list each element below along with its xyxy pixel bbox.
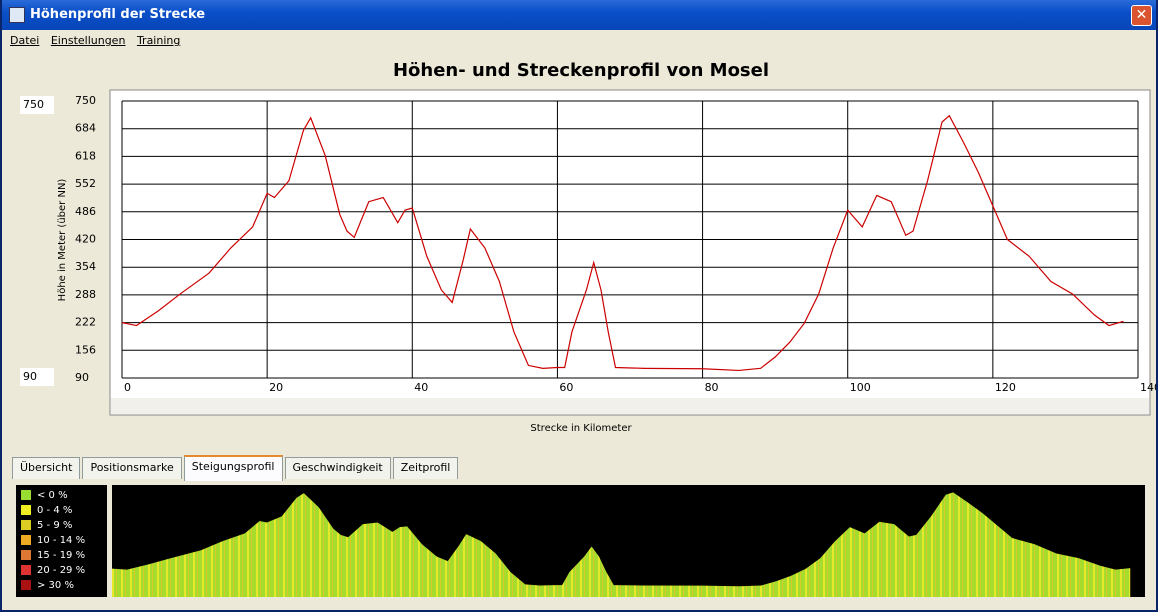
y-tick-label: 552 bbox=[75, 177, 96, 190]
x-tick-label: 40 bbox=[414, 381, 428, 394]
chart-title: Höhen- und Streckenprofil von Mosel bbox=[393, 60, 769, 81]
slope-label: 5 - 9 % bbox=[37, 520, 72, 531]
y-tick-label: 354 bbox=[75, 260, 96, 273]
chart: Höhen- und Streckenprofil von Mosel Höhe… bbox=[57, 60, 1156, 434]
slope-label: 15 - 19 % bbox=[37, 550, 85, 561]
x-tick-label: 0 bbox=[124, 381, 131, 394]
menu-item[interactable]: Datei bbox=[10, 34, 40, 47]
x-tick-label: 140 bbox=[1140, 381, 1156, 394]
x-tick-label: 60 bbox=[559, 381, 573, 394]
plot-frame bbox=[109, 89, 1151, 416]
close-button[interactable]: ✕ bbox=[1131, 5, 1152, 26]
slope-swatch bbox=[21, 520, 31, 530]
menu-item[interactable]: Einstellungen bbox=[50, 34, 126, 47]
y-tick-label: 90 bbox=[75, 371, 89, 384]
y-tick-label: 684 bbox=[75, 122, 96, 135]
slope-label: > 30 % bbox=[37, 580, 74, 591]
slope-label: 20 - 29 % bbox=[37, 565, 85, 576]
slope-swatch bbox=[21, 490, 31, 500]
y-axis-label: Höhe in Meter (über NN) bbox=[57, 179, 68, 302]
y-tick-label: 156 bbox=[75, 343, 96, 356]
x-tick-label: 20 bbox=[269, 381, 283, 394]
tab[interactable]: Zeitprofil bbox=[392, 457, 459, 479]
slope-swatch bbox=[21, 505, 31, 515]
slope-profile-area bbox=[112, 492, 1131, 597]
tab-bar: Übersicht Positionsmarke Steigungsprofil Ge… bbox=[12, 455, 460, 481]
tab[interactable]: Geschwindigkeit bbox=[284, 457, 391, 479]
scrollbar[interactable] bbox=[111, 398, 1149, 414]
menu-bar: Datei Einstellungen Training bbox=[10, 34, 188, 47]
y-tick-label: 420 bbox=[75, 233, 96, 246]
app-icon bbox=[9, 7, 25, 23]
y-tick-label: 486 bbox=[75, 205, 96, 218]
window-title: Höhenprofil der Strecke bbox=[30, 7, 206, 22]
slope-legend-box bbox=[16, 485, 107, 597]
x-tick-label: 120 bbox=[995, 381, 1016, 394]
y-tick-label: 288 bbox=[75, 288, 96, 301]
tab[interactable]: Übersicht bbox=[12, 457, 81, 479]
slope-label: < 0 % bbox=[37, 490, 68, 501]
max-input[interactable]: 750 bbox=[20, 96, 54, 114]
slope-label: 0 - 4 % bbox=[37, 505, 72, 516]
slope-label: 10 - 14 % bbox=[37, 535, 85, 546]
tab[interactable]: Positionsmarke bbox=[82, 457, 182, 479]
slope-swatch bbox=[21, 565, 31, 575]
slope-swatch bbox=[21, 580, 31, 590]
y-tick-label: 750 bbox=[75, 94, 96, 107]
slope-swatch bbox=[21, 535, 31, 545]
y-tick-label: 618 bbox=[75, 149, 96, 162]
x-tick-label: 100 bbox=[850, 381, 871, 394]
title-bar: Höhenprofil der Strecke ✕ bbox=[2, 0, 1156, 30]
x-axis-label: Strecke in Kilometer bbox=[530, 423, 632, 434]
slope-swatch bbox=[21, 550, 31, 560]
elevation-line bbox=[121, 114, 1124, 372]
x-tick-label: 80 bbox=[705, 381, 719, 394]
slope-panel: < 0 % 0 - 4 % 5 - 9 % 10 - 14 % 15 - 19 % 20 … bbox=[16, 485, 1145, 597]
min-input[interactable]: 90 bbox=[20, 368, 54, 386]
menu-item[interactable]: Training bbox=[136, 34, 181, 47]
tab[interactable]: Steigungsprofil bbox=[183, 455, 283, 481]
y-tick-label: 222 bbox=[75, 316, 96, 329]
